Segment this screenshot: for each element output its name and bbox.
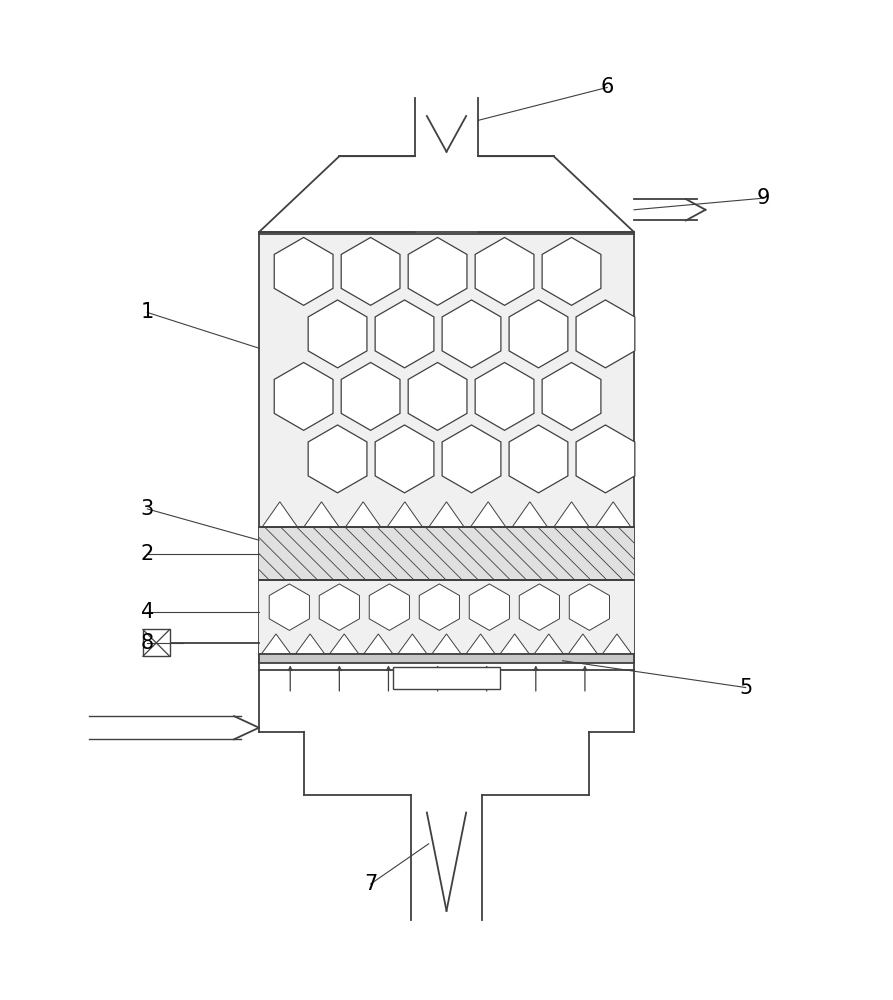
Polygon shape xyxy=(475,237,534,305)
Polygon shape xyxy=(408,237,467,305)
Polygon shape xyxy=(304,502,339,527)
Polygon shape xyxy=(341,362,400,430)
Text: 4: 4 xyxy=(141,602,154,622)
Polygon shape xyxy=(475,362,534,430)
Polygon shape xyxy=(330,634,358,654)
Polygon shape xyxy=(542,362,601,430)
Polygon shape xyxy=(319,584,360,630)
Polygon shape xyxy=(535,634,563,654)
Polygon shape xyxy=(308,425,367,493)
Polygon shape xyxy=(419,584,460,630)
Polygon shape xyxy=(509,300,568,368)
Polygon shape xyxy=(471,502,505,527)
Polygon shape xyxy=(346,502,380,527)
Polygon shape xyxy=(432,634,461,654)
Bar xyxy=(143,629,170,656)
Polygon shape xyxy=(442,425,501,493)
Polygon shape xyxy=(569,584,610,630)
Polygon shape xyxy=(398,634,427,654)
Polygon shape xyxy=(262,634,290,654)
Polygon shape xyxy=(554,502,589,527)
Polygon shape xyxy=(269,584,310,630)
Polygon shape xyxy=(569,634,597,654)
Polygon shape xyxy=(519,584,560,630)
Polygon shape xyxy=(466,634,495,654)
Polygon shape xyxy=(408,362,467,430)
Text: 1: 1 xyxy=(141,302,154,322)
Text: 2: 2 xyxy=(141,544,154,564)
Text: 8: 8 xyxy=(141,633,154,653)
Polygon shape xyxy=(442,300,501,368)
Text: 5: 5 xyxy=(739,678,752,698)
Bar xyxy=(259,580,634,654)
Polygon shape xyxy=(308,300,367,368)
Polygon shape xyxy=(596,502,630,527)
Polygon shape xyxy=(369,584,410,630)
Polygon shape xyxy=(296,634,324,654)
Text: 3: 3 xyxy=(141,499,154,519)
Polygon shape xyxy=(388,502,422,527)
Bar xyxy=(259,654,634,663)
Polygon shape xyxy=(429,502,464,527)
Polygon shape xyxy=(576,300,635,368)
Polygon shape xyxy=(375,425,434,493)
Polygon shape xyxy=(509,425,568,493)
Polygon shape xyxy=(469,584,510,630)
Polygon shape xyxy=(341,237,400,305)
Polygon shape xyxy=(364,634,393,654)
Polygon shape xyxy=(274,237,333,305)
Polygon shape xyxy=(603,634,631,654)
Text: 7: 7 xyxy=(364,874,377,894)
Text: 6: 6 xyxy=(601,77,613,97)
Polygon shape xyxy=(513,502,547,527)
Polygon shape xyxy=(542,237,601,305)
Text: 9: 9 xyxy=(757,188,770,208)
Bar xyxy=(393,667,500,689)
Polygon shape xyxy=(274,362,333,430)
Polygon shape xyxy=(375,300,434,368)
Bar xyxy=(259,527,634,580)
Polygon shape xyxy=(263,502,297,527)
Polygon shape xyxy=(500,634,529,654)
Bar xyxy=(259,234,634,527)
Polygon shape xyxy=(576,425,635,493)
